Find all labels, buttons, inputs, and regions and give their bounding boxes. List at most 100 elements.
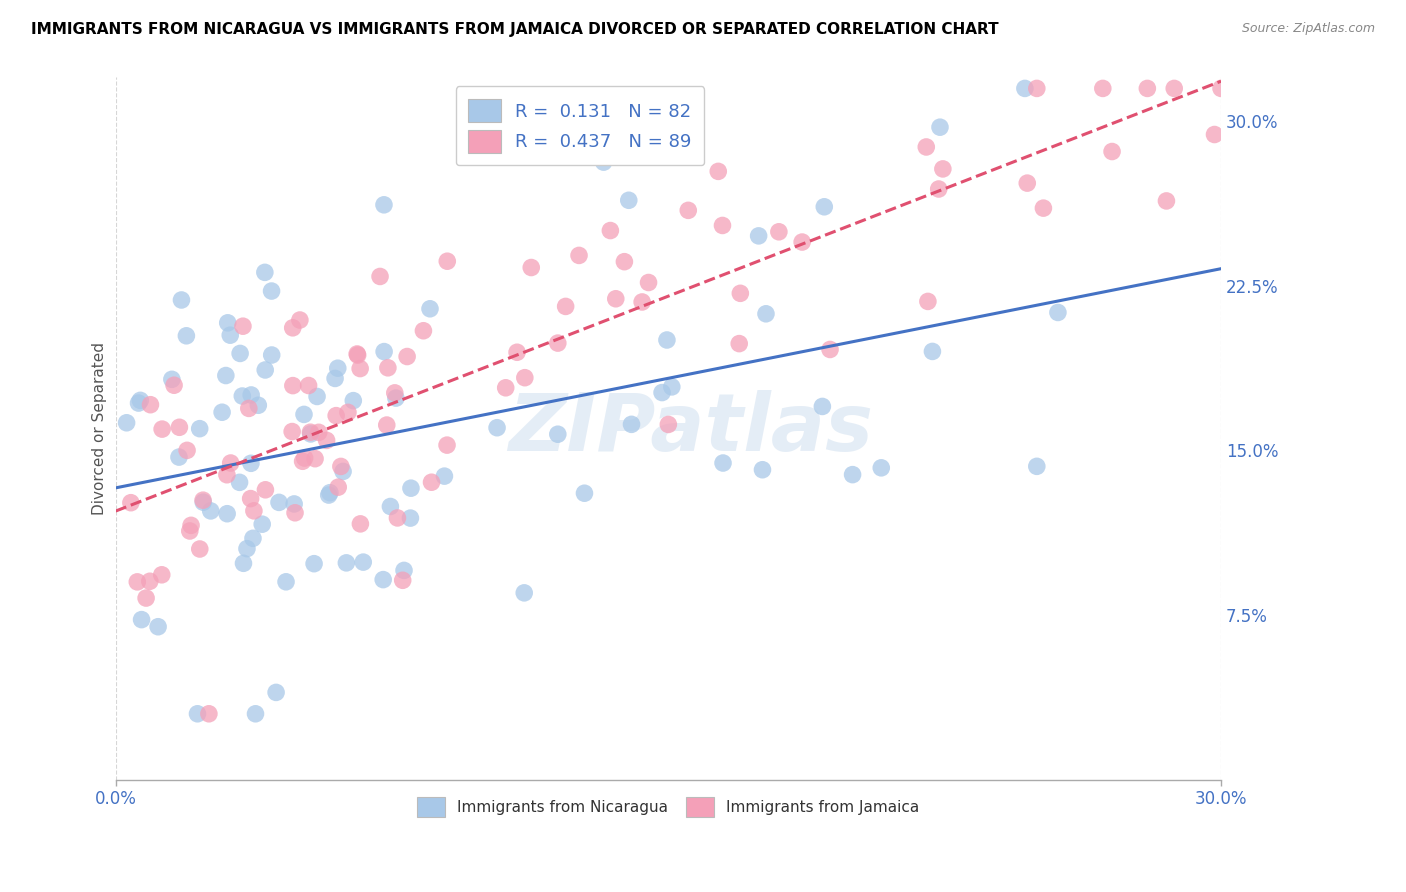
Text: ZIPatlas: ZIPatlas: [508, 390, 873, 467]
Point: [373, 198, 395, 212]
Point: [730, 286, 752, 301]
Point: [547, 336, 569, 351]
Point: [349, 361, 371, 376]
Point: [326, 361, 349, 376]
Text: Source: ZipAtlas.com: Source: ZipAtlas.com: [1241, 22, 1375, 36]
Point: [129, 393, 152, 408]
Point: [342, 393, 364, 408]
Point: [1101, 145, 1123, 159]
Point: [307, 389, 329, 403]
Point: [167, 450, 190, 464]
Point: [250, 517, 273, 532]
Point: [239, 456, 262, 470]
Point: [513, 586, 536, 600]
Point: [1025, 459, 1047, 474]
Point: [231, 389, 253, 403]
Point: [176, 443, 198, 458]
Point: [219, 328, 242, 343]
Point: [335, 556, 357, 570]
Point: [373, 344, 395, 359]
Point: [751, 463, 773, 477]
Point: [420, 475, 443, 490]
Point: [657, 417, 679, 432]
Point: [377, 360, 399, 375]
Point: [399, 481, 422, 495]
Text: IMMIGRANTS FROM NICARAGUA VS IMMIGRANTS FROM JAMAICA DIVORCED OR SEPARATED CORRE: IMMIGRANTS FROM NICARAGUA VS IMMIGRANTS …: [31, 22, 998, 37]
Point: [229, 346, 252, 360]
Point: [219, 456, 242, 470]
Point: [281, 378, 304, 392]
Point: [215, 467, 238, 482]
Point: [288, 313, 311, 327]
Point: [605, 292, 627, 306]
Point: [711, 456, 734, 470]
Point: [928, 182, 950, 196]
Point: [1163, 81, 1185, 95]
Point: [245, 706, 267, 721]
Point: [399, 511, 422, 525]
Point: [135, 591, 157, 605]
Point: [318, 488, 340, 502]
Point: [396, 350, 419, 364]
Point: [332, 465, 354, 479]
Point: [243, 504, 266, 518]
Point: [1209, 81, 1232, 95]
Point: [308, 425, 330, 440]
Point: [323, 371, 346, 385]
Point: [617, 194, 640, 208]
Point: [385, 391, 408, 405]
Point: [651, 385, 673, 400]
Legend: Immigrants from Nicaragua, Immigrants from Jamaica: Immigrants from Nicaragua, Immigrants fr…: [409, 789, 927, 824]
Point: [120, 496, 142, 510]
Point: [387, 511, 409, 525]
Point: [163, 378, 186, 392]
Point: [373, 573, 395, 587]
Point: [292, 408, 315, 422]
Point: [215, 368, 238, 383]
Point: [631, 295, 654, 310]
Point: [932, 161, 955, 176]
Point: [707, 164, 730, 178]
Point: [380, 500, 402, 514]
Point: [391, 574, 413, 588]
Point: [315, 434, 337, 448]
Point: [433, 469, 456, 483]
Point: [655, 333, 678, 347]
Point: [299, 425, 322, 440]
Point: [232, 319, 254, 334]
Point: [180, 518, 202, 533]
Point: [661, 380, 683, 394]
Point: [755, 307, 778, 321]
Point: [299, 426, 322, 441]
Point: [217, 507, 239, 521]
Point: [325, 409, 347, 423]
Point: [284, 506, 307, 520]
Point: [297, 378, 319, 392]
Point: [346, 348, 368, 362]
Point: [711, 219, 734, 233]
Point: [811, 400, 834, 414]
Point: [170, 293, 193, 307]
Point: [506, 345, 529, 359]
Point: [211, 405, 233, 419]
Point: [228, 475, 250, 490]
Point: [419, 301, 441, 316]
Point: [127, 574, 149, 589]
Point: [336, 405, 359, 419]
Point: [232, 557, 254, 571]
Point: [254, 483, 277, 497]
Point: [495, 381, 517, 395]
Point: [917, 294, 939, 309]
Point: [329, 459, 352, 474]
Point: [554, 300, 576, 314]
Point: [678, 203, 700, 218]
Point: [294, 451, 316, 466]
Point: [128, 396, 150, 410]
Point: [260, 284, 283, 298]
Point: [1136, 81, 1159, 95]
Point: [198, 706, 221, 721]
Point: [748, 228, 770, 243]
Point: [188, 422, 211, 436]
Point: [349, 516, 371, 531]
Point: [588, 120, 610, 134]
